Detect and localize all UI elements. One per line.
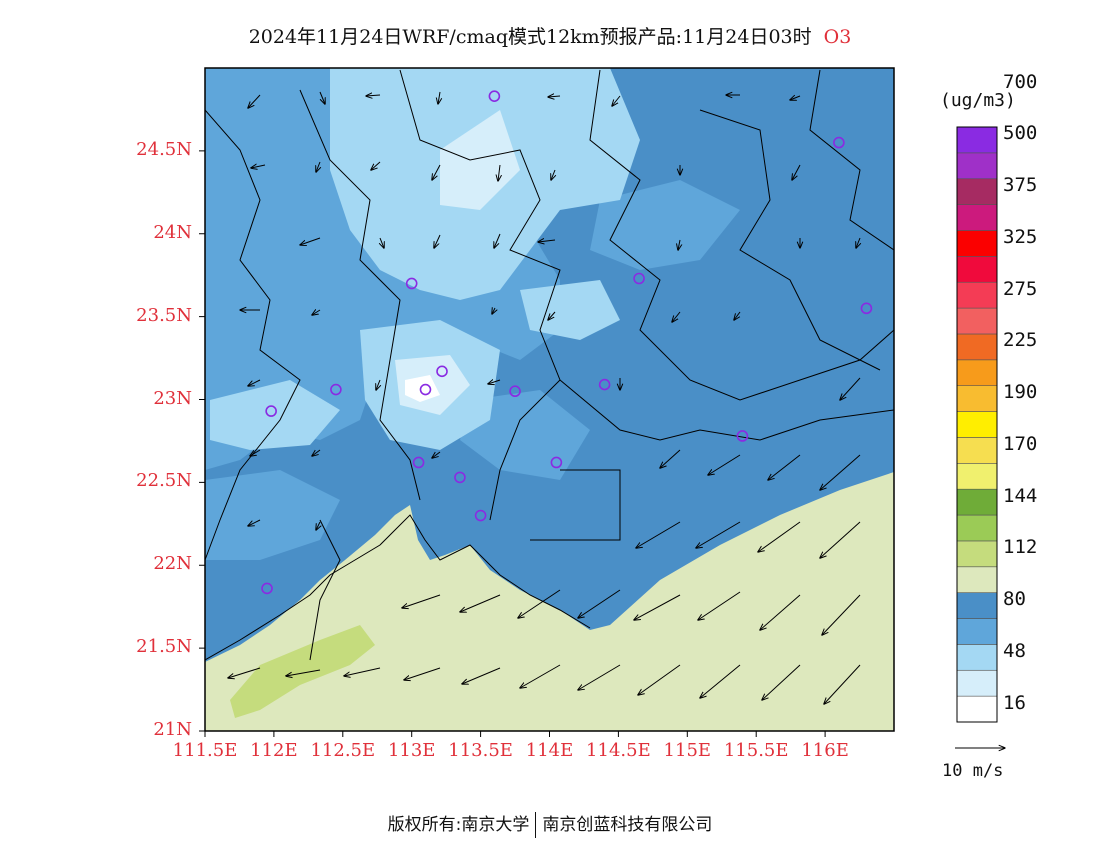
station-marker [550,456,563,469]
zone-pale [405,375,440,402]
colorbar-swatch [956,256,998,283]
station-marker [436,365,448,378]
zone-light [520,280,620,340]
colorbar-swatch [956,618,998,645]
colorbar-unit: (ug/m3) [940,90,1016,111]
colorbar-label: 190 [1003,381,1038,404]
colorbar-frame [956,126,998,723]
station-marker [736,430,749,442]
colorbar-label: 325 [1003,225,1038,248]
latitude-tick-label: 24N [153,221,192,243]
station-marker [860,302,873,315]
station-marker [488,90,501,102]
station-marker [265,405,277,417]
longitude-tick-label: 115E [663,740,712,761]
colorbar-label: 275 [1003,277,1038,300]
longitude-tick-label: 111.5E [172,740,238,761]
colorbar-swatch [956,514,998,542]
longitude-tick-label: 114.5E [586,740,651,761]
title-text: 2024年11月24日WRF/cmaq模式12km预报产品:11月24日03时 [248,26,812,48]
colorbar-swatch [956,230,998,257]
colorbar-swatch [956,359,998,386]
map-title: 2024年11月24日WRF/cmaq模式12km预报产品:11月24日03时 O… [0,22,1100,49]
colorbar-swatch [956,463,998,490]
copyright-company: 南京创蓝科技有限公司 [542,815,713,835]
latitude-tick-label: 24.5N [136,138,192,160]
map-field [205,68,894,731]
zone-mid [590,180,740,270]
colorbar-swatch [956,669,998,697]
colorbar-label: 375 [1003,174,1038,197]
colorbar-swatch [956,488,998,516]
colorbar-label: 16 [1003,691,1026,714]
copyright-owner: 版权所有:南京大学 [387,815,530,835]
station-marker [261,582,273,595]
footer-divider [535,812,537,838]
colorbar-swatch [956,695,998,723]
colorbar-swatch [956,204,998,231]
longitude-tick-label: 116E [801,740,849,761]
colorbar-swatch [956,592,998,619]
station-marker [598,378,611,391]
colorbar-swatch [956,411,998,438]
station-marker [633,272,645,285]
boundaries [205,69,894,661]
pollutant-species: O3 [823,26,852,48]
colorbar-swatch [956,566,998,593]
colorbar-label: 700 [1003,70,1038,93]
longitude-tick-label: 114E [525,740,574,761]
latitude-tick-label: 22.5N [136,470,192,492]
station-marker [833,136,845,149]
axis-tick-marks [199,150,826,737]
colorbar-swatch [956,540,998,568]
station-marker [419,383,432,396]
colorbar-swatch [956,333,998,361]
longitude-tick-label: 112E [250,740,298,761]
colorbar-swatch [956,126,998,154]
station-marker [412,456,425,469]
colorbar-swatch [956,644,998,671]
colorbar-swatch [956,152,998,180]
colorbar [956,126,998,723]
colorbar-label: 112 [1003,536,1038,559]
colorbar-swatch [956,178,998,205]
colorbar-label: 48 [1003,639,1026,662]
colorbar-label: 225 [1003,329,1038,352]
station-marker [330,383,342,396]
colorbar-swatch [956,385,998,412]
colorbar-label: 80 [1003,588,1026,611]
longitude-tick-label: 113E [387,740,436,761]
colorbar-swatch [956,307,998,335]
colorbar-swatch [956,281,998,309]
latitude-tick-label: 21N [153,719,192,740]
longitude-tick-label: 113.5E [448,740,513,761]
zone-green [230,625,375,718]
wind-reference-label: 10 m/s [942,761,1004,781]
latitude-tick-label: 23N [153,387,192,409]
colorbar-label: 144 [1003,484,1038,507]
latitude-tick-label: 23.5N [136,304,192,326]
latitude-tick-label: 21.5N [136,636,192,658]
station-marker [405,277,418,290]
station-markers [261,90,873,595]
station-marker [474,509,487,522]
colorbar-label: 170 [1003,432,1038,455]
colorbar-label: 500 [1003,122,1038,145]
zone-mid [205,470,340,560]
station-marker [509,385,521,398]
copyright-footer: 版权所有:南京大学 南京创蓝科技有限公司 [0,810,1100,838]
longitude-tick-label: 112.5E [310,740,376,761]
colorbar-swatch [956,437,998,464]
longitude-tick-label: 115.5E [723,740,789,761]
zone-pale [440,110,520,210]
wind-vectors [228,92,860,704]
station-marker [454,471,466,484]
latitude-tick-label: 22N [153,553,192,575]
